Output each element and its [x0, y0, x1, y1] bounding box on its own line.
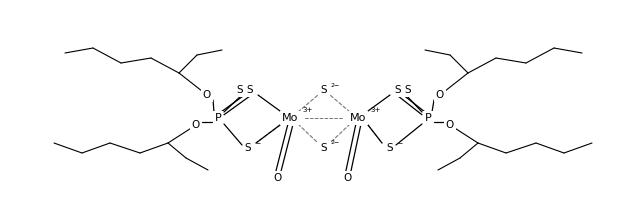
- Text: Mo: Mo: [282, 113, 298, 123]
- Text: 3+: 3+: [302, 107, 312, 113]
- Text: S: S: [237, 85, 243, 95]
- Text: O: O: [344, 173, 352, 183]
- Text: S: S: [387, 143, 393, 153]
- Text: −: −: [397, 141, 402, 146]
- Text: O: O: [436, 90, 444, 100]
- Text: S: S: [395, 85, 401, 95]
- Text: 3+: 3+: [370, 107, 380, 113]
- Text: S: S: [404, 85, 412, 95]
- Text: S: S: [320, 85, 327, 95]
- Text: P: P: [425, 113, 431, 123]
- Text: O: O: [446, 120, 454, 130]
- Text: O: O: [192, 120, 200, 130]
- Text: 2−: 2−: [331, 141, 340, 146]
- Text: P: P: [215, 113, 222, 123]
- Text: −: −: [255, 141, 261, 146]
- Text: Mo: Mo: [350, 113, 366, 123]
- Text: 2−: 2−: [331, 83, 340, 88]
- Text: S: S: [245, 143, 252, 153]
- Text: S: S: [247, 85, 254, 95]
- Text: O: O: [274, 173, 282, 183]
- Text: S: S: [320, 143, 327, 153]
- Text: O: O: [203, 90, 211, 100]
